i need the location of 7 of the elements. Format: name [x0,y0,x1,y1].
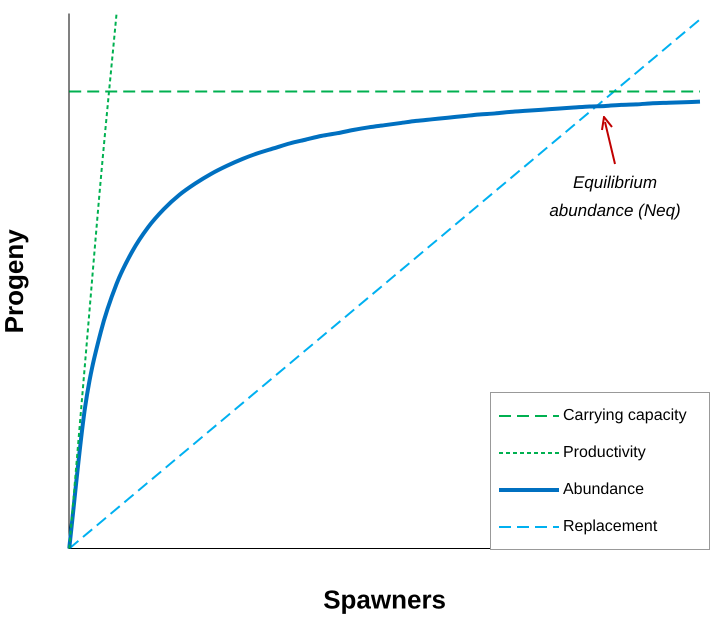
legend-label: Replacement [563,518,658,536]
legend-label: Carrying capacity [563,406,687,424]
x-axis-title: Spawners [323,584,446,615]
legend-label: Abundance [563,480,644,498]
legend-label: Productivity [563,444,646,462]
y-axis-title: Progeny [0,228,29,334]
annotation: Equilibrium abundance (Neq) [548,172,682,222]
